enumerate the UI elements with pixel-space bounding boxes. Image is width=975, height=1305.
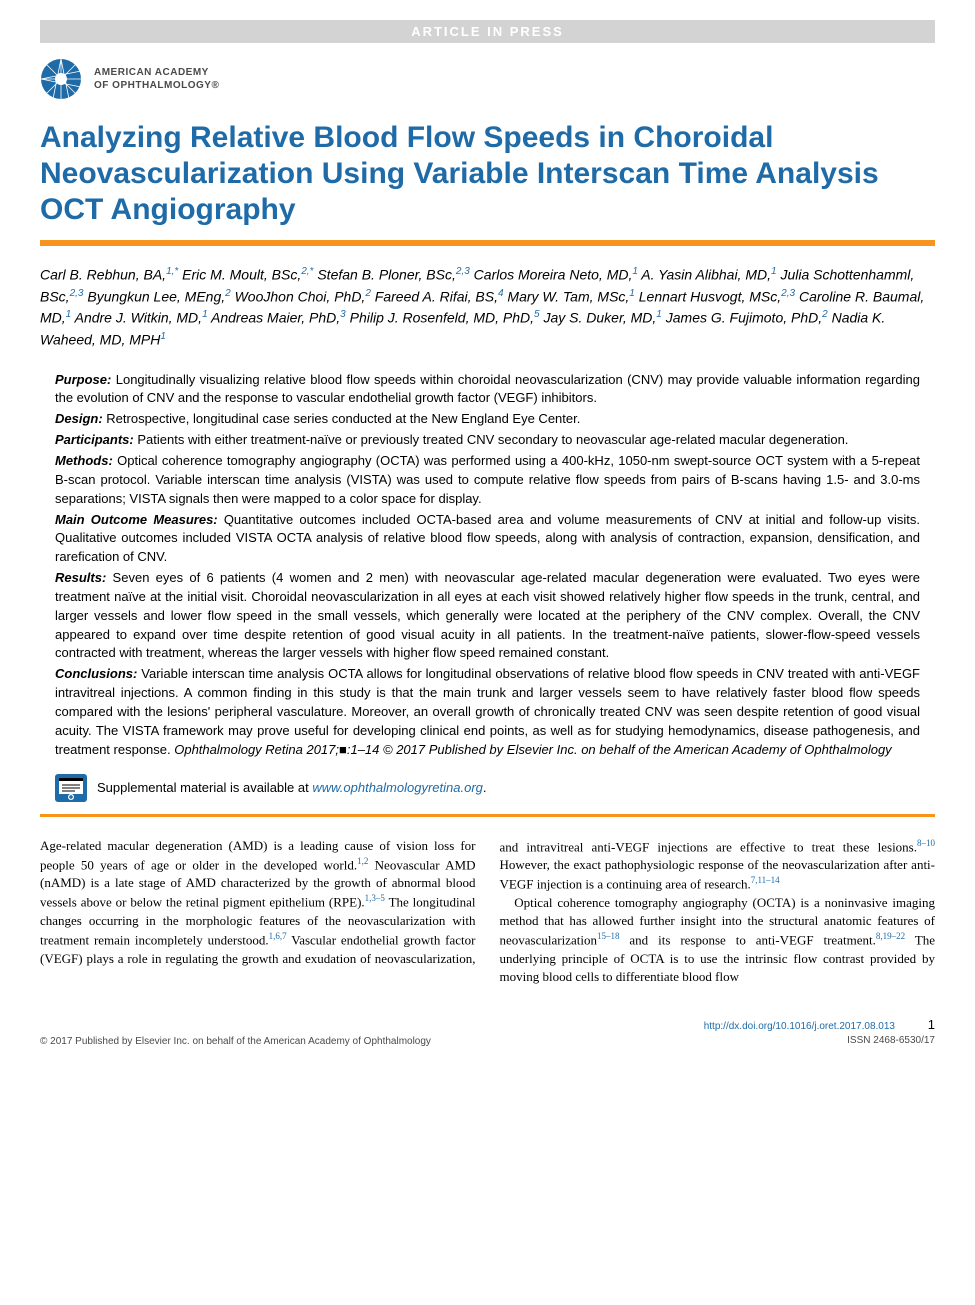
page-number: 1: [928, 1017, 935, 1032]
abstract-conclusions: Conclusions: Variable interscan time ana…: [55, 665, 920, 759]
supplement-icon: [55, 774, 87, 802]
issn: ISSN 2468-6530/17: [847, 1035, 935, 1046]
footer-right: http://dx.doi.org/10.1016/j.oret.2017.08…: [704, 1016, 935, 1048]
conclusions-label: Conclusions:: [55, 666, 137, 681]
abstract-divider: [40, 814, 935, 817]
publisher-name-line1: AMERICAN ACADEMY: [94, 66, 219, 79]
copyright-notice: © 2017 Published by Elsevier Inc. on beh…: [40, 1035, 431, 1048]
article-status-banner: ARTICLE IN PRESS: [40, 20, 935, 43]
aao-logo-icon: [40, 58, 82, 100]
design-label: Design:: [55, 411, 103, 426]
abstract: Purpose: Longitudinally visualizing rela…: [55, 371, 920, 760]
publisher-name-line2: OF OPHTHALMOLOGY®: [94, 79, 219, 92]
supplement-text: Supplemental material is available at ww…: [97, 780, 487, 795]
participants-label: Participants:: [55, 432, 134, 447]
design-text: Retrospective, longitudinal case series …: [103, 411, 581, 426]
title-divider: [40, 240, 935, 246]
author-list: Carl B. Rebhun, BA,1,* Eric M. Moult, BS…: [40, 264, 935, 351]
abstract-results: Results: Seven eyes of 6 patients (4 wom…: [55, 569, 920, 663]
purpose-text: Longitudinally visualizing relative bloo…: [55, 372, 920, 406]
results-label: Results:: [55, 570, 106, 585]
purpose-label: Purpose:: [55, 372, 111, 387]
results-text: Seven eyes of 6 patients (4 women and 2 …: [55, 570, 920, 660]
methods-text: Optical coherence tomography angiography…: [55, 453, 920, 506]
doi-link[interactable]: http://dx.doi.org/10.1016/j.oret.2017.08…: [704, 1021, 895, 1032]
abstract-methods: Methods: Optical coherence tomography an…: [55, 452, 920, 509]
supplement-period: .: [483, 780, 487, 795]
supplement-link[interactable]: www.ophthalmologyretina.org: [312, 780, 483, 795]
methods-label: Methods:: [55, 453, 113, 468]
article-body: Age-related macular degeneration (AMD) i…: [40, 837, 935, 986]
abstract-participants: Participants: Patients with either treat…: [55, 431, 920, 450]
abstract-design: Design: Retrospective, longitudinal case…: [55, 410, 920, 429]
supplement-notice: Supplemental material is available at ww…: [55, 774, 920, 802]
body-paragraph-2: Optical coherence tomography angiography…: [500, 894, 936, 986]
supplement-prefix: Supplemental material is available at: [97, 780, 312, 795]
participants-text: Patients with either treatment-naïve or …: [134, 432, 849, 447]
abstract-outcomes: Main Outcome Measures: Quantitative outc…: [55, 511, 920, 568]
publisher-name: AMERICAN ACADEMY OF OPHTHALMOLOGY®: [94, 66, 219, 92]
article-title: Analyzing Relative Blood Flow Speeds in …: [40, 120, 935, 228]
page-footer: © 2017 Published by Elsevier Inc. on beh…: [40, 1016, 935, 1048]
outcomes-label: Main Outcome Measures:: [55, 512, 218, 527]
publisher-header: AMERICAN ACADEMY OF OPHTHALMOLOGY®: [40, 58, 935, 100]
abstract-purpose: Purpose: Longitudinally visualizing rela…: [55, 371, 920, 409]
journal-citation: Ophthalmology Retina 2017;■:1–14 © 2017 …: [174, 742, 891, 757]
